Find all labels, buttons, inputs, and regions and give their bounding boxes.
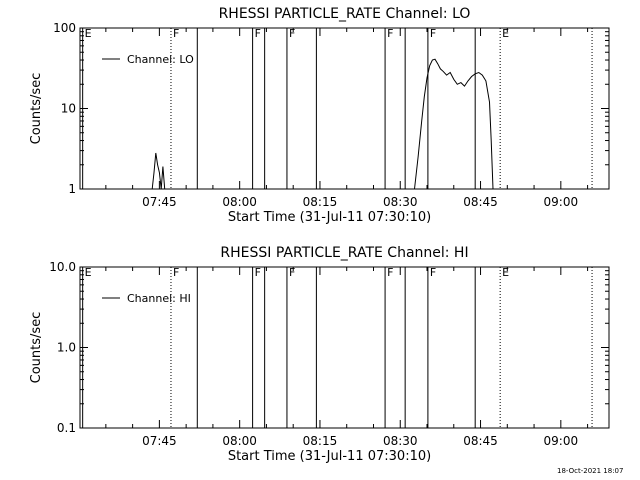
x-tick-label: 08:30 — [383, 195, 418, 209]
x-axis-label: Start Time (31-Jul-11 07:30:10) — [228, 210, 431, 225]
legend-label: Channel: LO — [127, 53, 194, 66]
y-tick-label: 100 — [53, 21, 76, 35]
x-tick-label: 08:00 — [222, 195, 257, 209]
x-tick-label: 08:45 — [463, 195, 498, 209]
x-tick-label: 08:30 — [383, 434, 418, 448]
marker-label: E — [85, 27, 92, 40]
marker-label: F — [289, 266, 295, 279]
marker-label: F — [387, 27, 393, 40]
series-line — [414, 58, 494, 190]
panel-1: RHESSI PARTICLE_RATE Channel: LO E F F F F F E 0… — [29, 6, 610, 225]
marker-label: E — [502, 27, 509, 40]
marker-label: F — [173, 266, 179, 279]
x-tick-label: 08:15 — [303, 195, 338, 209]
chart-title: RHESSI PARTICLE_RATE Channel: LO — [219, 6, 471, 22]
x-tick-label: 07:45 — [142, 195, 177, 209]
y-tick-label: 1.0 — [57, 341, 76, 355]
marker-label: E — [85, 266, 92, 279]
footer-timestamp: 18-Oct-2021 18:07 — [557, 467, 624, 475]
x-tick-label: 08:45 — [463, 434, 498, 448]
marker-label: F — [430, 266, 436, 279]
chart-title: RHESSI PARTICLE_RATE Channel: HI — [220, 245, 468, 261]
marker-label: F — [430, 27, 436, 40]
y-tick-label: 0.1 — [57, 421, 76, 435]
x-tick-label: 09:00 — [544, 195, 579, 209]
y-tick-label: 10 — [61, 102, 76, 116]
x-tick-label: 09:00 — [544, 434, 579, 448]
marker-label: F — [255, 266, 261, 279]
marker-label: F — [387, 266, 393, 279]
y-axis-label: Counts/sec — [29, 312, 44, 384]
series-line — [151, 152, 166, 190]
y-tick-label: 1 — [68, 182, 76, 196]
x-axis-label: Start Time (31-Jul-11 07:30:10) — [228, 449, 431, 464]
panel-2: RHESSI PARTICLE_RATE Channel: HI E F F F F F E 0… — [29, 245, 610, 464]
x-tick-label: 07:45 — [142, 434, 177, 448]
x-tick-label: 08:00 — [222, 434, 257, 448]
legend-label: Channel: HI — [127, 292, 191, 305]
y-axis-label: Counts/sec — [29, 73, 44, 145]
marker-label: F — [173, 27, 179, 40]
marker-label: F — [289, 27, 295, 40]
x-tick-label: 08:15 — [303, 434, 338, 448]
y-tick-label: 10.0 — [49, 260, 76, 274]
marker-label: F — [255, 27, 261, 40]
marker-label: E — [502, 266, 509, 279]
